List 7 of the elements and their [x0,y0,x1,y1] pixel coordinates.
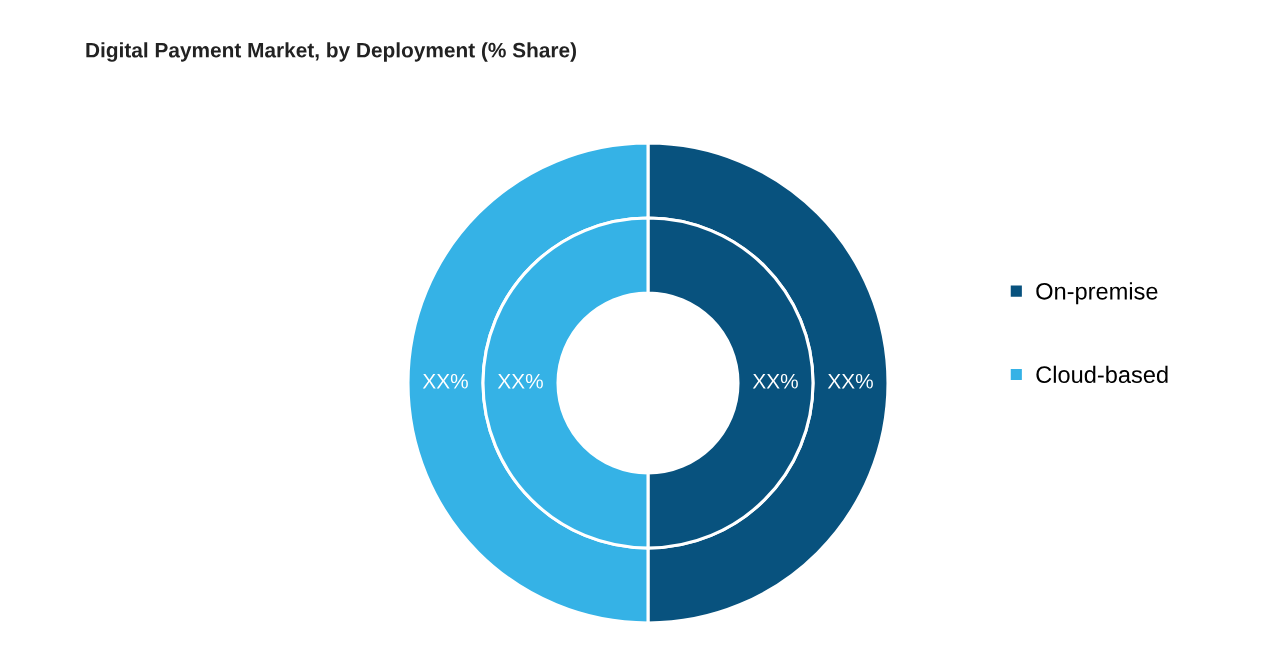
legend-label: Cloud-based [1036,365,1168,384]
data-label: XX% [752,373,798,389]
data-label: XX% [497,373,543,389]
data-label: XX% [422,373,468,389]
legend-label: On-premise [1036,282,1158,305]
chart-title: Digital Payment Market, by Deployment (% Share) [86,42,576,62]
data-label: XX% [827,373,873,389]
